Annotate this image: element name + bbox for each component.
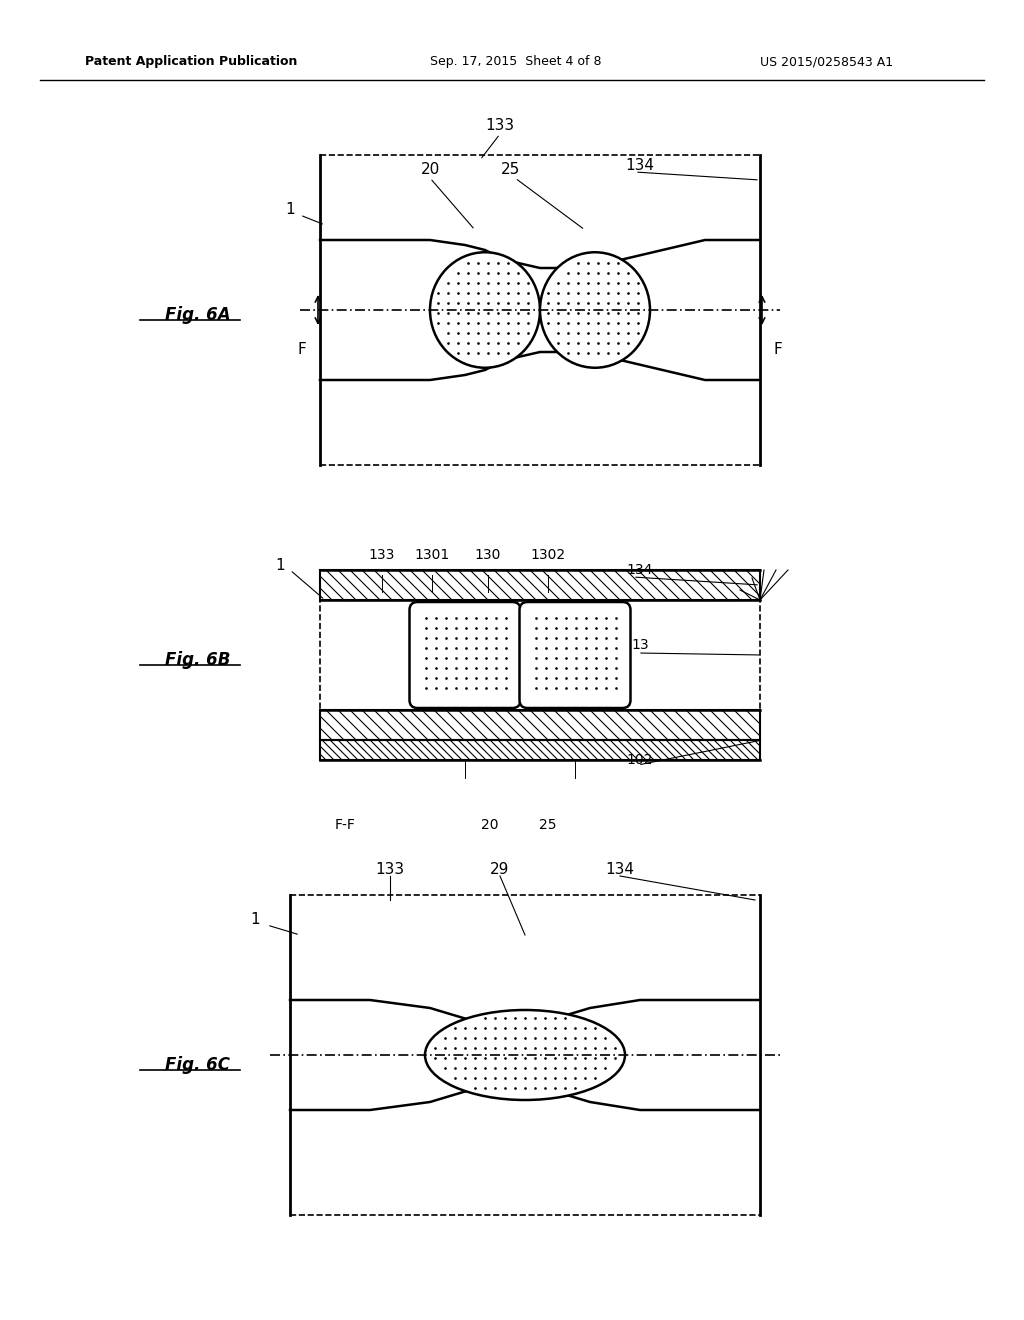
Text: 134: 134: [627, 564, 653, 577]
Text: Fig. 6C: Fig. 6C: [165, 1056, 230, 1074]
Text: 1: 1: [250, 912, 260, 928]
FancyBboxPatch shape: [410, 602, 520, 708]
Text: 1: 1: [275, 557, 285, 573]
Text: Sep. 17, 2015  Sheet 4 of 8: Sep. 17, 2015 Sheet 4 of 8: [430, 55, 601, 69]
Text: 25: 25: [540, 818, 557, 832]
Bar: [319, 710, 760, 741]
Text: Fig. 6B: Fig. 6B: [165, 651, 230, 669]
Text: F: F: [773, 342, 782, 358]
Text: 134: 134: [605, 862, 635, 878]
Text: 133: 133: [376, 862, 404, 878]
Text: 1: 1: [286, 202, 295, 218]
Text: US 2015/0258543 A1: US 2015/0258543 A1: [760, 55, 893, 69]
Text: 20: 20: [421, 162, 439, 177]
Text: Patent Application Publication: Patent Application Publication: [85, 55, 297, 69]
Ellipse shape: [430, 252, 540, 368]
Text: F: F: [298, 342, 306, 358]
Text: Fig. 6A: Fig. 6A: [165, 306, 230, 323]
Text: 102: 102: [627, 752, 653, 767]
Ellipse shape: [540, 252, 650, 368]
Text: 13: 13: [631, 638, 649, 652]
Ellipse shape: [425, 1010, 625, 1100]
Text: 130: 130: [475, 548, 501, 562]
Text: 133: 133: [485, 117, 515, 132]
Text: 20: 20: [481, 818, 499, 832]
Text: 134: 134: [626, 157, 654, 173]
Text: 1301: 1301: [415, 548, 450, 562]
Text: 133: 133: [369, 548, 395, 562]
Text: 25: 25: [501, 162, 519, 177]
Text: 29: 29: [490, 862, 510, 878]
Bar: [319, 741, 760, 760]
Text: F-F: F-F: [335, 818, 355, 832]
Bar: [319, 570, 760, 601]
Text: 1302: 1302: [530, 548, 565, 562]
FancyBboxPatch shape: [519, 602, 631, 708]
